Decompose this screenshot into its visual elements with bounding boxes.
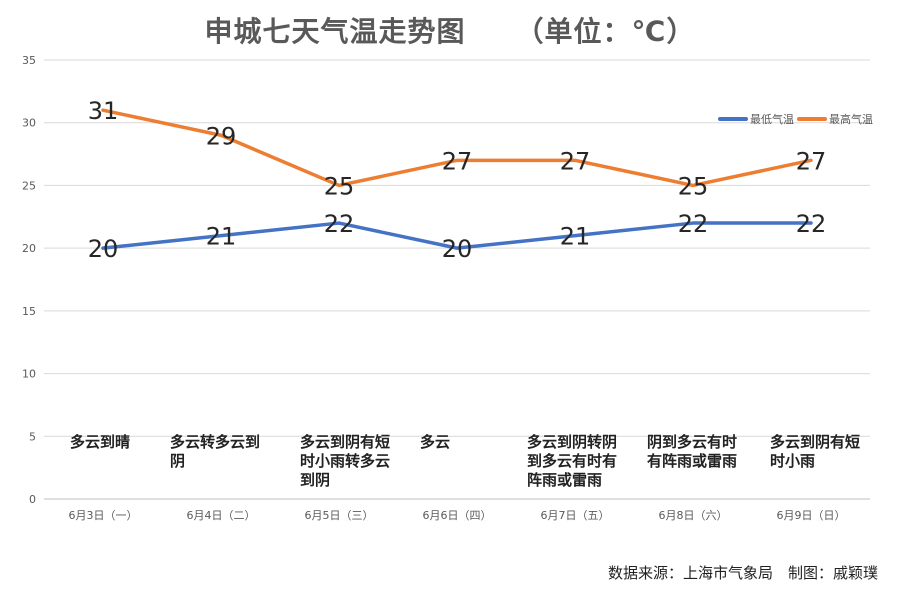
data-label: 27 (560, 147, 591, 175)
weather-label: 多云到阴有短时小雨 (770, 433, 861, 470)
data-label: 31 (88, 97, 119, 125)
y-tick-label: 15 (22, 305, 36, 318)
data-label: 25 (324, 172, 355, 200)
y-tick-label: 5 (29, 430, 36, 443)
legend: 最低气温 最高气温 (718, 111, 873, 127)
data-label: 29 (206, 122, 237, 150)
title-unit: （单位：℃） (515, 15, 696, 48)
y-tick-label: 0 (29, 493, 36, 506)
data-label: 21 (206, 223, 237, 251)
data-label: 20 (88, 235, 119, 263)
data-label: 20 (442, 235, 473, 263)
title-text: 申城七天气温走势图 (204, 15, 466, 48)
x-tick-label: 6月6日（四） (423, 509, 492, 522)
y-tick-label: 25 (22, 179, 36, 192)
y-tick-label: 30 (22, 117, 36, 130)
chart-title: 申城七天气温走势图 （单位：℃） (0, 10, 900, 50)
data-label: 27 (796, 147, 827, 175)
weather-label: 多云到阴转阴到多云有时有阵雨或雷雨 (527, 433, 618, 489)
data-label: 25 (678, 172, 709, 200)
x-tick-label: 6月8日（六） (659, 509, 728, 522)
x-tick-label: 6月9日（日） (777, 509, 846, 522)
data-label: 21 (560, 223, 591, 251)
series-line-max (101, 108, 813, 188)
source-note: 数据来源：上海市气象局 制图：戚颖璞 (607, 564, 878, 582)
weather-label: 多云到晴 (70, 433, 131, 451)
legend-label-max: 最高气温 (829, 113, 873, 126)
weather-label: 阴到多云有时有阵雨或雷雨 (647, 433, 738, 470)
y-tick-label: 35 (22, 54, 36, 67)
data-label: 22 (324, 210, 355, 238)
x-tick-label: 6月4日（二） (187, 509, 256, 522)
data-label: 22 (678, 210, 709, 238)
x-tick-label: 6月3日（一） (69, 509, 138, 522)
legend-swatch-min (718, 117, 748, 121)
weather-label: 多云转多云到阴 (170, 433, 261, 470)
weather-label: 多云到阴有短时小雨转多云到阴 (300, 433, 391, 489)
data-label: 22 (796, 210, 827, 238)
x-tick-label: 6月5日（三） (305, 509, 374, 522)
weather-label: 多云 (420, 433, 451, 451)
data-label: 27 (442, 147, 473, 175)
legend-swatch-max (797, 117, 827, 121)
legend-label-min: 最低气温 (750, 113, 794, 126)
y-tick-label: 20 (22, 242, 36, 255)
y-tick-label: 10 (22, 368, 36, 381)
x-tick-label: 6月7日（五） (541, 509, 610, 522)
series-line-min (101, 221, 813, 250)
